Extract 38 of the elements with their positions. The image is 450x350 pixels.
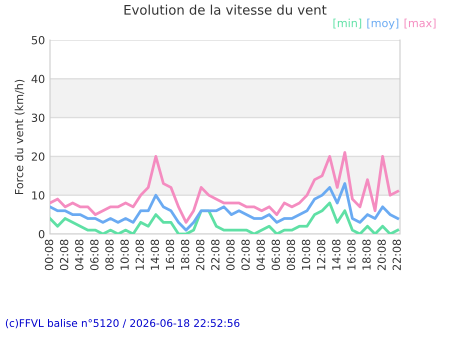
- line-series: [50, 151, 400, 224]
- text: [max]: [404, 18, 436, 29]
- y-tick-label: 50: [32, 36, 44, 44]
- x-tick-label: 14:08: [332, 240, 340, 270]
- text: (c)FFVL balise n°5120 / 2026-06-18 22:52:56: [6, 318, 240, 328]
- x-tick-label: 06:08: [90, 240, 99, 270]
- x-tick-label: 08:08: [286, 240, 296, 270]
- line-series: [50, 182, 400, 232]
- text: [moy]: [367, 18, 398, 30]
- y-tick-label: 0: [38, 230, 44, 238]
- y-tick-label: 10: [32, 191, 44, 200]
- x-tick-label: 18:08: [362, 240, 371, 270]
- x-tick-label: 00:08: [226, 240, 235, 270]
- x-tick-label: 20:08: [196, 240, 204, 270]
- chart-title: Evolution de la vitesse du vent: [124, 4, 326, 15]
- y-tick-label: 30: [32, 114, 44, 122]
- x-tick-label: 02:08: [60, 240, 68, 270]
- x-tick-label: 10:08: [302, 240, 310, 270]
- y-axis-title: Force du vent (km/h): [14, 80, 25, 194]
- x-tick-label: 18:08: [180, 240, 190, 270]
- x-tick-label: 22:08: [392, 240, 401, 270]
- x-tick-label: 04:08: [75, 240, 84, 270]
- x-tick-label: 04:08: [256, 240, 265, 270]
- y-tick-label: 40: [32, 74, 44, 84]
- x-tick-label: 22:08: [211, 240, 220, 270]
- x-tick-label: 16:08: [166, 240, 174, 270]
- x-tick-label: 12:08: [316, 240, 326, 270]
- x-tick-label: 02:08: [241, 240, 250, 270]
- x-tick-label: 20:08: [377, 240, 386, 270]
- x-tick-label: 00:08: [44, 240, 54, 270]
- x-tick-label: 12:08: [136, 240, 144, 270]
- x-tick-label: 06:08: [272, 240, 280, 270]
- x-tick-label: 08:08: [105, 240, 114, 270]
- x-tick-label: 16:08: [347, 240, 356, 270]
- text: [min]: [333, 18, 362, 29]
- y-tick-label: 20: [32, 152, 44, 161]
- x-tick-label: 14:08: [150, 240, 160, 270]
- x-tick-label: 10:08: [120, 240, 129, 270]
